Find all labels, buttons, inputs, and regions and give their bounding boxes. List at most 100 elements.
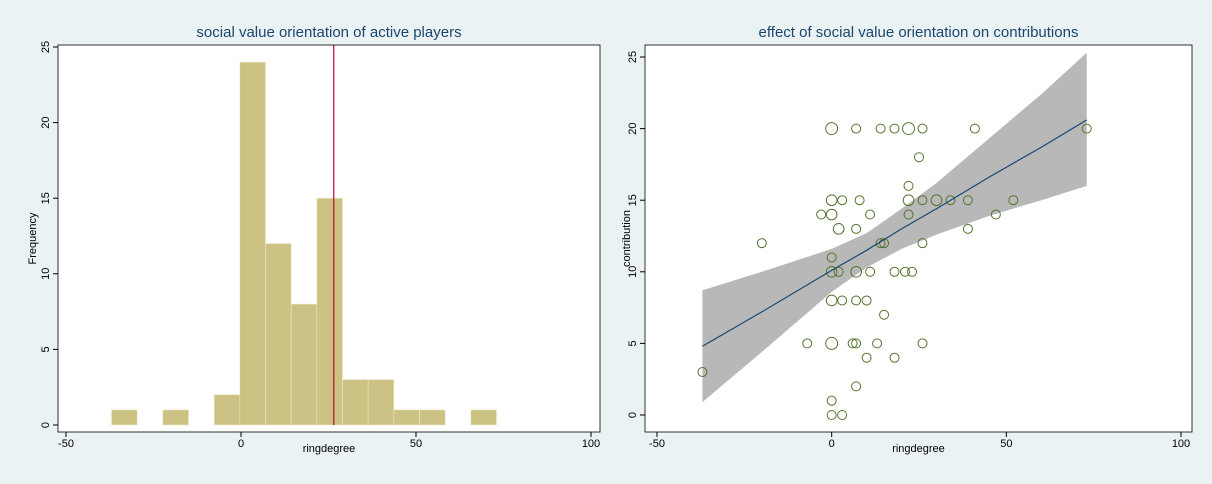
x-tick-label: 50 <box>410 438 422 450</box>
point <box>917 195 928 206</box>
point <box>825 208 838 221</box>
point <box>875 123 886 134</box>
y-tick-label: 15 <box>40 192 52 204</box>
point <box>917 238 928 249</box>
x-tick-label: 0 <box>238 438 244 450</box>
point <box>889 123 900 134</box>
x-axis-label: ringdegree <box>303 443 356 455</box>
point <box>889 352 900 363</box>
point <box>930 194 943 207</box>
point <box>847 338 858 349</box>
y-tick-label: 0 <box>627 412 639 418</box>
y-tick-label: 20 <box>627 122 639 134</box>
point <box>850 265 862 278</box>
y-tick-label: 10 <box>627 266 639 278</box>
point <box>875 238 886 249</box>
point <box>902 122 915 136</box>
bar <box>162 409 189 426</box>
point <box>861 295 872 306</box>
point <box>826 410 837 420</box>
point <box>833 266 844 277</box>
chart-title: effect of social value orientation on co… <box>759 24 1079 41</box>
point <box>902 194 915 207</box>
x-tick-label: 0 <box>829 438 835 450</box>
point <box>914 152 924 163</box>
point <box>825 294 838 307</box>
bar <box>316 197 343 426</box>
point <box>969 123 980 134</box>
point <box>816 209 827 220</box>
point <box>945 195 956 206</box>
point <box>697 367 708 378</box>
bar <box>111 409 138 426</box>
x-tick-label: 50 <box>1000 438 1012 450</box>
point <box>990 209 1001 220</box>
y-tick-label: 5 <box>40 346 52 352</box>
bar <box>342 379 369 426</box>
point <box>889 266 900 277</box>
point <box>962 223 973 234</box>
point <box>907 266 918 277</box>
point <box>851 123 862 134</box>
point <box>756 238 767 249</box>
point <box>851 381 862 392</box>
point <box>854 195 865 206</box>
point <box>900 266 911 277</box>
bar <box>470 409 497 426</box>
y-tick-label: 5 <box>627 340 639 346</box>
bar <box>290 303 318 426</box>
x-axis-label: ringdegree <box>892 443 945 455</box>
point <box>825 194 838 207</box>
x-tick-label: 100 <box>582 438 600 450</box>
point <box>879 309 890 320</box>
point <box>837 195 848 206</box>
point <box>825 265 838 278</box>
point <box>865 266 876 277</box>
point <box>1008 195 1019 206</box>
x-tick-label: -50 <box>58 438 74 450</box>
point <box>872 338 883 349</box>
y-tick-label: 0 <box>40 422 52 428</box>
point <box>825 122 839 136</box>
point <box>903 180 914 191</box>
confidence-band <box>702 52 1087 403</box>
point <box>802 338 813 349</box>
point <box>837 410 848 420</box>
plot-border <box>644 44 1193 433</box>
bar <box>393 409 420 426</box>
point <box>917 338 928 349</box>
y-axis-label: contribution <box>621 210 633 267</box>
y-tick-label: 20 <box>40 116 52 128</box>
bar <box>419 409 446 426</box>
y-tick-label: 10 <box>40 268 52 280</box>
point <box>903 209 914 220</box>
bar <box>213 394 241 426</box>
fit-line <box>702 119 1087 347</box>
point <box>851 223 862 234</box>
plot-border <box>57 44 601 433</box>
y-axis-label: Frequency <box>27 212 39 264</box>
bar <box>239 61 266 426</box>
point <box>962 195 973 206</box>
x-tick-label: -50 <box>649 438 665 450</box>
y-tick-label: 25 <box>627 51 639 63</box>
point <box>851 338 862 349</box>
x-tick-label: 100 <box>1172 438 1190 450</box>
y-tick-label: 25 <box>40 41 52 53</box>
chart-title: social value orientation of active playe… <box>196 24 461 41</box>
point <box>825 336 839 350</box>
point <box>832 223 845 235</box>
point <box>837 295 848 306</box>
point <box>879 238 890 249</box>
point <box>851 295 862 306</box>
bar <box>265 243 292 426</box>
point <box>917 123 928 134</box>
point <box>1081 123 1092 134</box>
point <box>861 352 872 363</box>
y-tick-label: 15 <box>627 194 639 206</box>
point <box>826 395 837 406</box>
point <box>865 209 876 220</box>
point <box>826 252 837 263</box>
